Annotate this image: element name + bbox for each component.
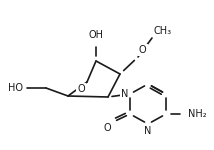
Text: O: O	[103, 123, 111, 133]
Text: NH₂: NH₂	[188, 109, 207, 119]
Text: CH₃: CH₃	[154, 26, 172, 36]
Text: N: N	[144, 126, 152, 136]
Text: N: N	[121, 89, 128, 99]
Text: OH: OH	[89, 30, 104, 40]
Text: HO: HO	[8, 83, 23, 93]
Text: O: O	[139, 45, 147, 55]
Text: O: O	[77, 84, 85, 94]
